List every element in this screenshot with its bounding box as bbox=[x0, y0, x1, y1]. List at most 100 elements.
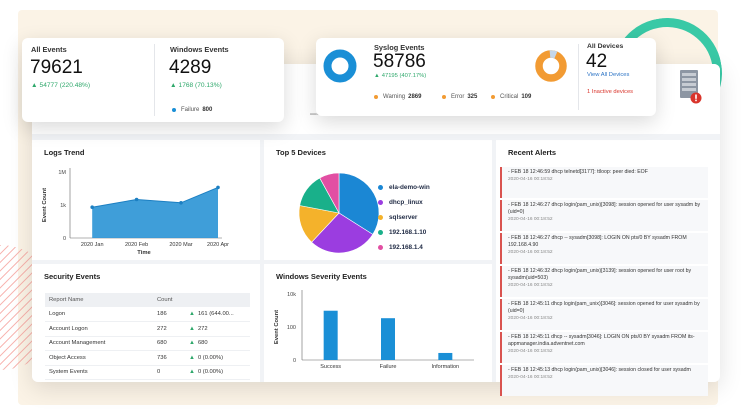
legend-item[interactable]: ela-demo-win bbox=[378, 181, 430, 194]
syslog-events-change: ▲ 47195 (407.17%) bbox=[374, 73, 426, 79]
syslog-events-change-value: 47195 (407.17%) bbox=[381, 73, 427, 79]
alert-time: 2020-04-16 00:18:52 bbox=[508, 375, 553, 380]
legend-item[interactable]: 192.168.1.4 bbox=[378, 241, 430, 254]
up-arrow-icon: ▲ bbox=[170, 82, 177, 89]
all-devices-count[interactable]: 42 bbox=[586, 51, 608, 72]
severity-bar bbox=[381, 318, 395, 360]
table-row[interactable]: Account Logon 272 ▲ 272 bbox=[45, 321, 250, 337]
trend-point bbox=[90, 205, 94, 209]
trend-point bbox=[216, 185, 220, 190]
devices-donut-icon bbox=[535, 50, 567, 82]
alert-item[interactable]: - FEB 18 12:46:27 dhcp -- sysadm[3098]: … bbox=[500, 233, 708, 264]
up-arrow-icon: ▲ bbox=[374, 73, 380, 79]
row-name[interactable]: Object Access bbox=[45, 350, 153, 366]
alert-time: 2020-04-16 00:18:52 bbox=[508, 250, 553, 255]
alert-time: 2020-04-16 00:18:52 bbox=[508, 316, 553, 321]
y-tick-label: 0 bbox=[293, 358, 296, 364]
alert-item[interactable]: - FEB 18 12:46:59 dhcp telnetd[3177]: tt… bbox=[500, 167, 708, 198]
col-header-count[interactable]: Count bbox=[153, 293, 185, 307]
legend-label: 192.168.1.4 bbox=[389, 244, 423, 251]
warning-dot bbox=[374, 95, 378, 99]
row-name[interactable]: Account Management bbox=[45, 336, 153, 351]
alert-message: - FEB 18 12:46:32 dhcp login(pam_unix)[3… bbox=[508, 268, 692, 281]
row-change-value: 272 bbox=[197, 325, 208, 332]
row-name[interactable]: System Events bbox=[45, 365, 153, 380]
trend-area bbox=[92, 187, 218, 238]
legend-item[interactable]: dhcp_linux bbox=[378, 196, 430, 209]
table-row[interactable]: Object Access 736 ▲ 0 (0.00%) bbox=[45, 350, 250, 366]
alert-item[interactable]: - FEB 18 12:45:11 dhcp -- sysadm[3046]: … bbox=[500, 332, 708, 363]
legend-item[interactable]: sqlserver bbox=[378, 211, 430, 224]
recent-alerts-list: - FEB 18 12:46:59 dhcp telnetd[3177]: tt… bbox=[500, 167, 708, 398]
row-count: 272 bbox=[153, 321, 185, 337]
error-value: 325 bbox=[467, 94, 478, 100]
failure-label: Failure bbox=[181, 107, 200, 113]
windows-severity-panel: Windows Severity Events 10k 100 0 Success Fa… bbox=[264, 264, 492, 382]
up-arrow-icon: ▲ bbox=[31, 82, 38, 89]
recent-alerts-title: Recent Alerts bbox=[508, 148, 557, 157]
failure-dot bbox=[172, 108, 176, 112]
legend-label: sqlserver bbox=[389, 214, 418, 221]
security-events-table: Report Name Count Logon 186 ▲ 161 (644.00..… bbox=[45, 293, 250, 380]
warning-legend: Warning 2869 bbox=[374, 94, 421, 100]
windows-events-change: ▲ 1768 (70.13%) bbox=[170, 82, 222, 89]
top-devices-pie-chart bbox=[298, 172, 380, 254]
view-all-devices-link[interactable]: View All Devices bbox=[587, 72, 630, 78]
windows-severity-bar-chart: 10k 100 0 Success Failure Information Event Co… bbox=[274, 290, 474, 370]
syslog-events-count[interactable]: 58786 bbox=[373, 51, 426, 72]
all-devices-label: All Devices bbox=[587, 43, 624, 50]
legend-dot bbox=[378, 215, 383, 220]
row-name[interactable]: Logon bbox=[45, 307, 153, 322]
top-devices-legend: ela-demo-win dhcp_linux sqlserver 192.16… bbox=[378, 181, 430, 256]
up-arrow-icon: ▲ bbox=[189, 325, 195, 332]
y-tick-label: 100 bbox=[287, 325, 296, 331]
table-row[interactable]: Logon 186 ▲ 161 (644.00... bbox=[45, 307, 250, 322]
server-alert-icon[interactable] bbox=[678, 68, 702, 104]
alert-time: 2020-04-16 00:18:52 bbox=[508, 283, 553, 288]
all-events-count[interactable]: 79621 bbox=[30, 57, 83, 78]
severity-bar bbox=[438, 352, 453, 360]
legend-label: ela-demo-win bbox=[389, 184, 430, 191]
warning-value: 2869 bbox=[408, 94, 422, 100]
up-arrow-icon: ▲ bbox=[189, 354, 195, 361]
error-label: Error bbox=[451, 94, 465, 100]
alert-item[interactable]: - FEB 18 12:46:27 dhcp login(pam_unix)[3… bbox=[500, 200, 708, 231]
row-count: 736 bbox=[153, 350, 185, 366]
security-events-title: Security Events bbox=[44, 272, 101, 281]
windows-events-count[interactable]: 4289 bbox=[169, 57, 212, 78]
table-row[interactable]: System Events 0 ▲ 0 (0.00%) bbox=[45, 365, 250, 380]
failure-value: 800 bbox=[202, 107, 213, 113]
row-change: ▲ 272 bbox=[185, 321, 250, 337]
row-name[interactable]: Account Logon bbox=[45, 321, 153, 337]
alert-message: - FEB 18 12:46:27 dhcp -- sysadm[3098]: … bbox=[508, 235, 687, 248]
legend-dot bbox=[378, 230, 383, 235]
col-header-report-name[interactable]: Report Name bbox=[45, 293, 153, 307]
trend-line bbox=[92, 186, 219, 208]
syslog-devices-card: Syslog Events 58786 ▲ 47195 (407.17%) War… bbox=[316, 38, 656, 116]
alert-item[interactable]: - FEB 18 12:45:11 dhcp login(pam_unix)[3… bbox=[500, 299, 708, 330]
legend-item[interactable]: 192.168.1.10 bbox=[378, 226, 430, 239]
row-change-value: 0 (0.00%) bbox=[197, 354, 224, 361]
legend-dot bbox=[378, 185, 383, 190]
alert-message: - FEB 18 12:46:59 dhcp telnetd[3177]: tt… bbox=[508, 169, 648, 175]
y-tick-label: 10k bbox=[287, 292, 296, 298]
alert-item[interactable]: - FEB 18 12:46:32 dhcp login(pam_unix)[3… bbox=[500, 266, 708, 297]
table-row[interactable]: Account Management 680 ▲ 680 bbox=[45, 336, 250, 351]
y-tick-label: 1M bbox=[58, 170, 66, 176]
legend-dot bbox=[378, 245, 383, 250]
inactive-devices-link[interactable]: 1 Inactive devices bbox=[587, 89, 634, 95]
col-header-change bbox=[185, 293, 250, 307]
alert-item[interactable]: - FEB 18 12:45:13 dhcp login(pam_unix)[3… bbox=[500, 365, 708, 396]
logs-trend-title: Logs Trend bbox=[44, 148, 85, 157]
up-arrow-icon: ▲ bbox=[189, 340, 195, 347]
critical-legend: Critical 109 bbox=[491, 94, 531, 100]
row-change: ▲ 0 (0.00%) bbox=[185, 365, 250, 380]
alert-message: - FEB 18 12:45:13 dhcp login(pam_unix)[3… bbox=[508, 367, 691, 373]
warning-label: Warning bbox=[383, 94, 406, 100]
alert-message: - FEB 18 12:46:27 dhcp login(pam_unix)[3… bbox=[508, 202, 701, 215]
pie-slice bbox=[319, 172, 340, 214]
windows-events-change-value: 1768 (70.13%) bbox=[178, 82, 222, 89]
alert-message: - FEB 18 12:45:11 dhcp login(pam_unix)[3… bbox=[508, 301, 700, 314]
alert-time: 2020-04-16 00:18:52 bbox=[508, 349, 553, 354]
